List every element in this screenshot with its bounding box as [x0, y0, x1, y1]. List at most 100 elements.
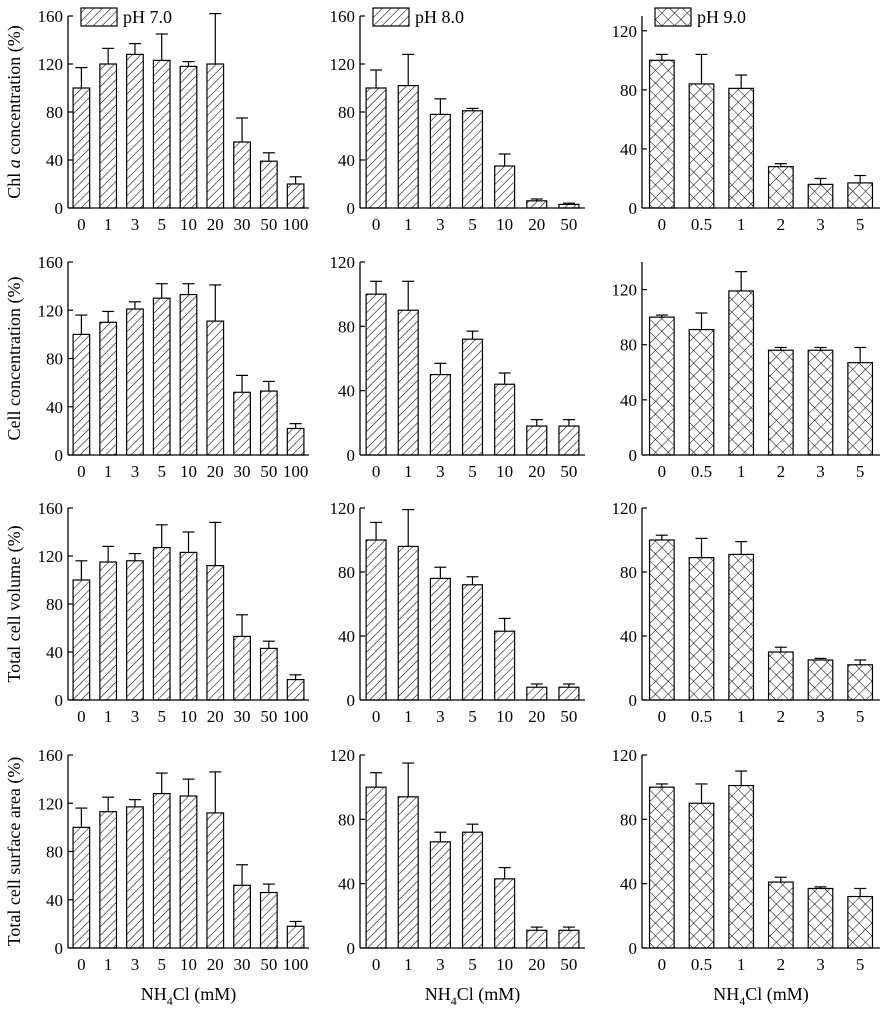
bar — [461, 584, 484, 701]
x-tick-label: 0 — [372, 462, 381, 481]
x-tick-label: 50 — [560, 955, 577, 974]
bar — [847, 664, 874, 701]
bar — [461, 110, 484, 209]
y-tick-label: 80 — [338, 103, 355, 122]
x-tick-label: 5 — [468, 955, 477, 974]
y-tick-label: 40 — [46, 398, 63, 417]
bar — [688, 556, 715, 701]
y-tick-label: 120 — [38, 301, 64, 320]
bar — [648, 786, 675, 949]
legend-swatch — [372, 7, 410, 27]
chart-panel-5: 0 40 80 120 0 1 3 5 10 20 50 — [330, 253, 585, 481]
y-tick-label: 40 — [338, 151, 355, 170]
x-tick-label: 1 — [104, 955, 113, 974]
bar — [429, 841, 451, 949]
x-tick-label: 0 — [372, 955, 381, 974]
y-tick-label: 120 — [612, 746, 638, 765]
bar — [526, 686, 548, 701]
x-tick-label: 50 — [260, 955, 277, 974]
chart-panel-6: 0 40 80 120 0 0.5 1 2 3 5 — [612, 262, 880, 481]
y-tick-label: 160 — [38, 746, 64, 765]
y-tick-label: 0 — [55, 939, 64, 958]
chart-panel-11: 0 40 80 120 0 1 3 5 10 20 50 NH4Cl (mM) — [330, 746, 585, 1008]
y-tick-label: 120 — [330, 253, 356, 272]
bar — [807, 349, 834, 456]
x-tick-label: 1 — [404, 215, 413, 234]
bar — [179, 795, 198, 949]
x-axis-label: NH4Cl (mM) — [141, 984, 237, 1008]
x-tick-label: 3 — [436, 955, 445, 974]
x-tick-label: 3 — [436, 462, 445, 481]
x-tick-label: 0 — [658, 707, 667, 726]
x-tick-label: 3 — [131, 215, 140, 234]
y-tick-label: 40 — [46, 643, 63, 662]
y-axis-label: Total cell volume (%) — [4, 525, 25, 682]
y-tick-label: 160 — [38, 7, 64, 26]
x-tick-label: 30 — [234, 215, 251, 234]
bar — [494, 630, 516, 701]
y-tick-label: 40 — [620, 627, 637, 646]
bar — [126, 806, 144, 949]
y-tick-label: 80 — [46, 103, 63, 122]
x-tick-label: 5 — [468, 462, 477, 481]
bar — [365, 293, 387, 456]
x-tick-label: 1 — [404, 955, 413, 974]
y-tick-label: 0 — [55, 691, 64, 710]
bar — [233, 884, 251, 949]
x-tick-label: 3 — [131, 955, 140, 974]
y-tick-label: 40 — [46, 891, 63, 910]
x-tick-label: 10 — [496, 955, 513, 974]
bar — [286, 183, 305, 209]
bar — [429, 373, 451, 456]
y-tick-label: 80 — [620, 336, 637, 355]
bar — [365, 786, 387, 949]
bar — [206, 63, 225, 209]
bar — [461, 338, 484, 456]
y-tick-label: 80 — [46, 350, 63, 369]
bar — [558, 686, 580, 701]
bar — [807, 183, 834, 209]
y-tick-label: 80 — [620, 563, 637, 582]
bar — [526, 200, 548, 209]
x-tick-label: 30 — [234, 707, 251, 726]
y-tick-label: 0 — [55, 199, 64, 218]
x-tick-label: 50 — [260, 215, 277, 234]
bar — [152, 546, 171, 701]
x-tick-label: 0.5 — [691, 707, 712, 726]
x-tick-label: 10 — [180, 215, 197, 234]
x-tick-label: 10 — [496, 215, 513, 234]
x-tick-label: 20 — [207, 215, 224, 234]
x-tick-label: 5 — [856, 215, 865, 234]
x-tick-label: 100 — [283, 955, 309, 974]
x-tick-label: 10 — [180, 955, 197, 974]
x-tick-label: 0 — [77, 462, 86, 481]
bar — [397, 545, 419, 701]
bar — [126, 560, 144, 701]
bar — [688, 328, 715, 456]
x-tick-label: 3 — [816, 707, 825, 726]
bar — [847, 895, 874, 949]
x-tick-label: 1 — [404, 462, 413, 481]
x-tick-label: 5 — [157, 215, 166, 234]
x-tick-label: 50 — [560, 215, 577, 234]
chart-panel-8: 0 40 80 120 0 1 3 5 10 20 50 — [330, 499, 585, 726]
y-tick-label: 120 — [612, 281, 638, 300]
x-tick-label: 10 — [180, 707, 197, 726]
bar — [807, 887, 834, 949]
x-tick-label: 3 — [816, 462, 825, 481]
y-tick-label: 160 — [330, 7, 356, 26]
bar — [233, 635, 251, 701]
x-tick-label: 100 — [283, 707, 309, 726]
y-axis-label: Chl a concentration (%) — [4, 25, 25, 198]
x-tick-label: 20 — [528, 707, 545, 726]
x-tick-label: 5 — [468, 215, 477, 234]
bar — [648, 316, 675, 456]
x-tick-label: 50 — [560, 707, 577, 726]
bar — [152, 59, 171, 209]
x-tick-label: 3 — [131, 462, 140, 481]
bar — [72, 333, 91, 456]
y-tick-label: 0 — [629, 939, 638, 958]
chart-panel-9: 0 40 80 120 0 0.5 1 2 3 5 — [612, 499, 880, 726]
x-tick-label: 3 — [436, 215, 445, 234]
